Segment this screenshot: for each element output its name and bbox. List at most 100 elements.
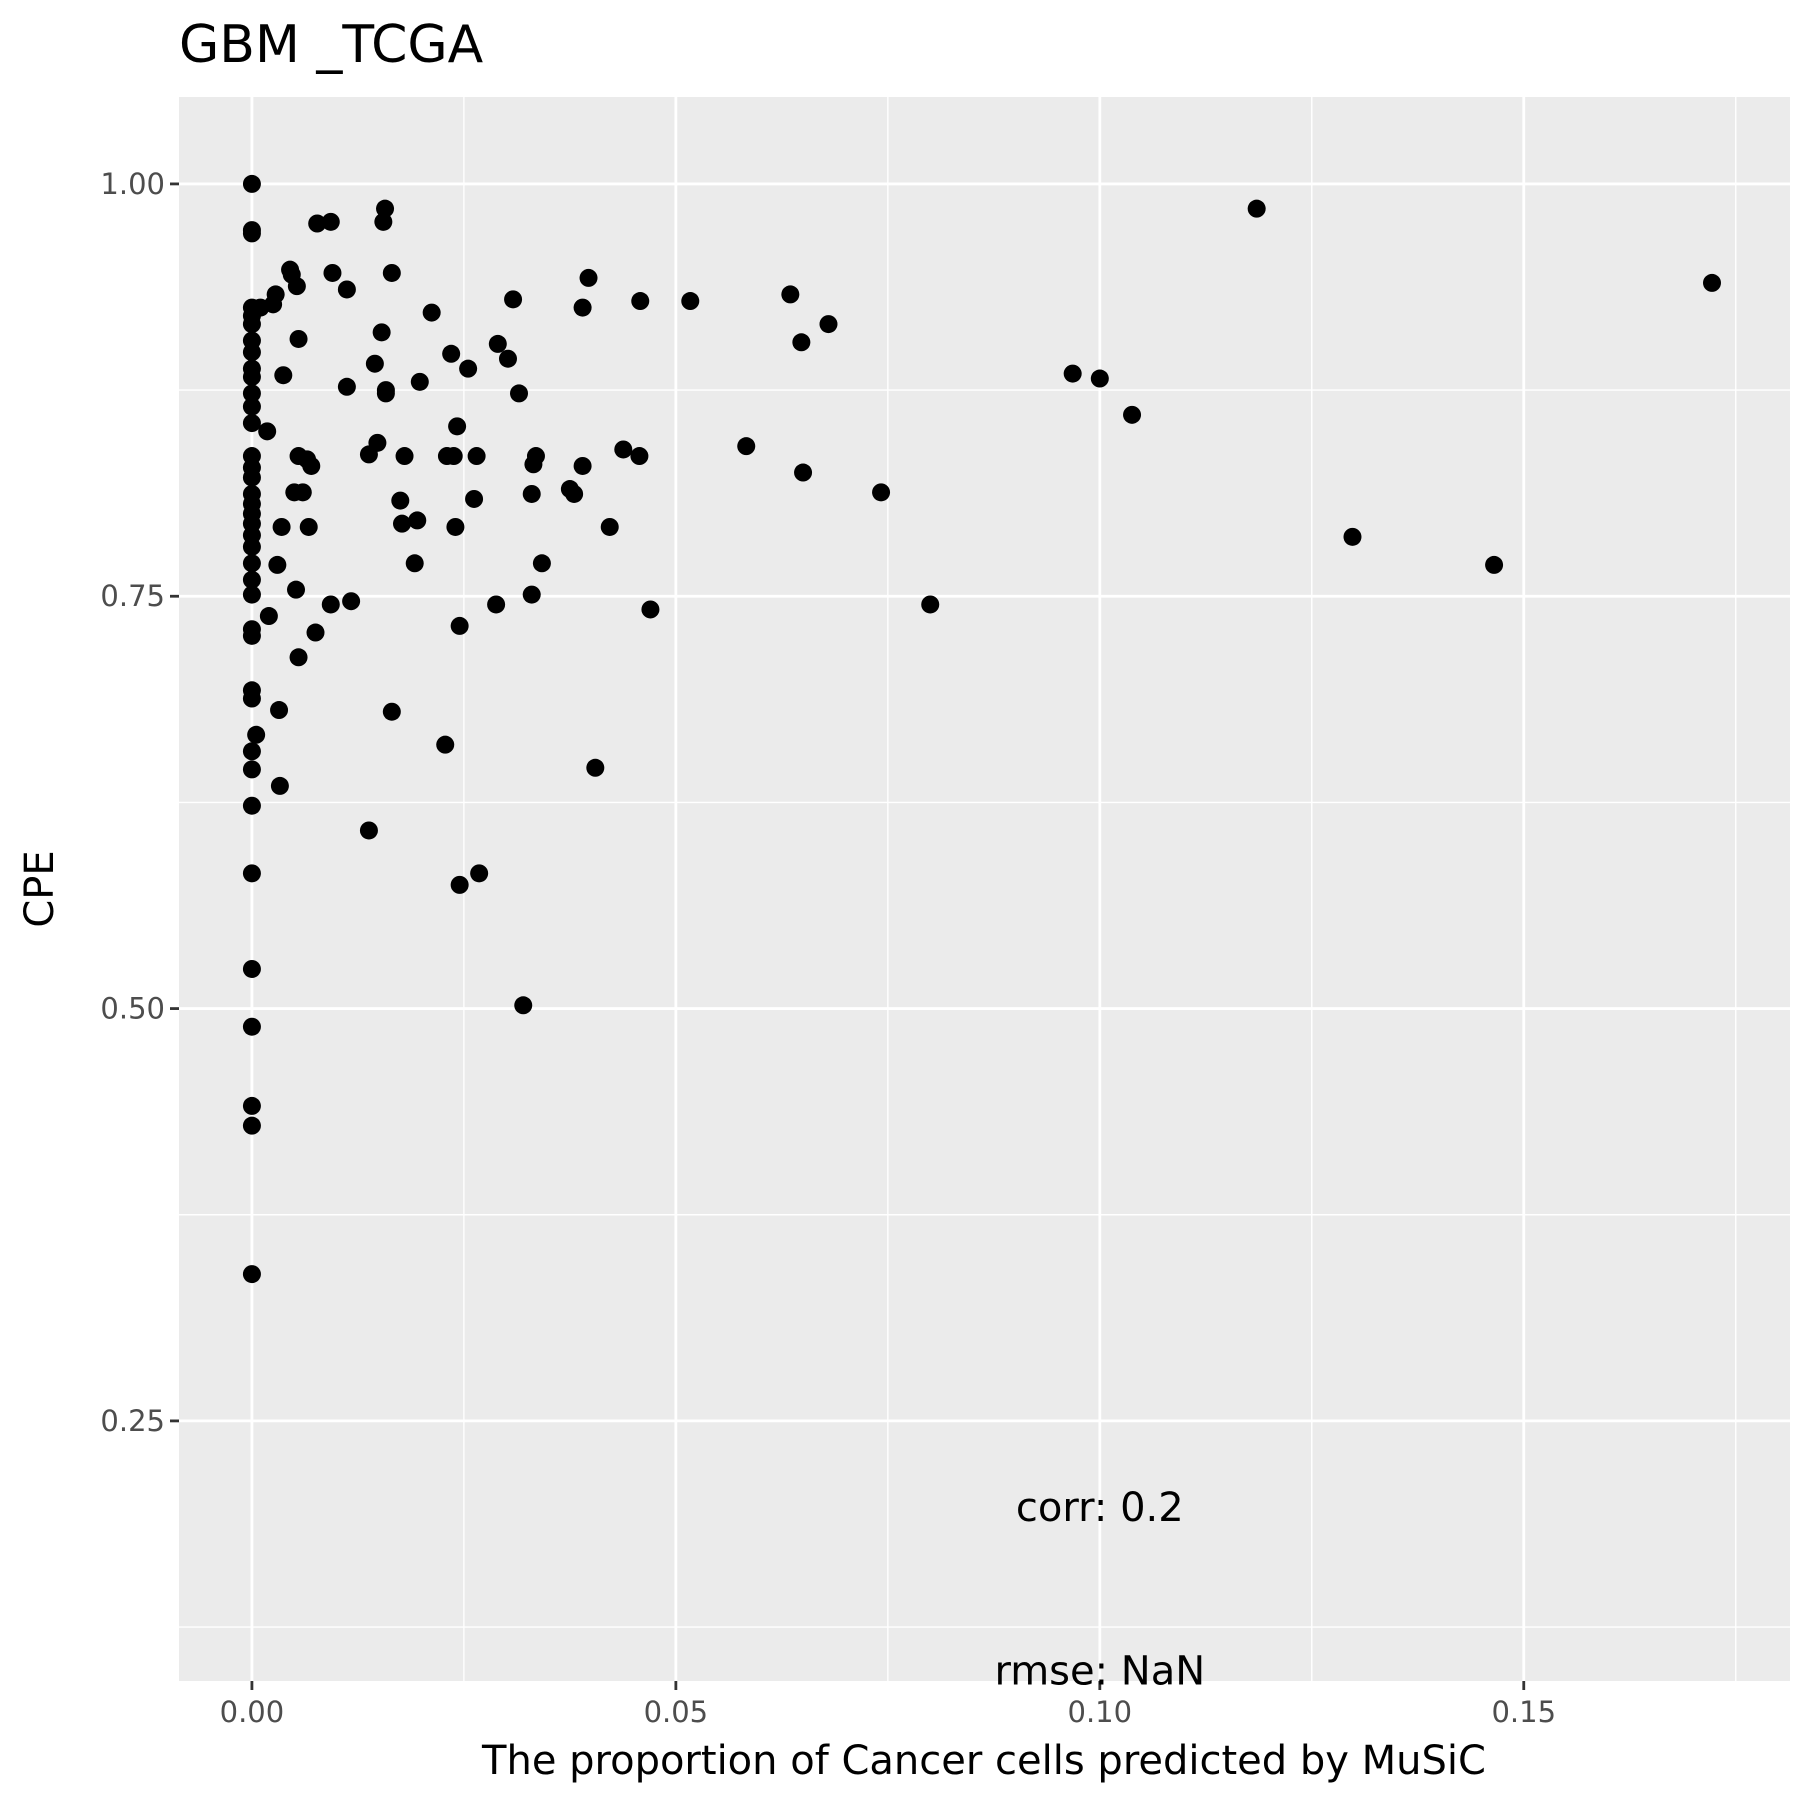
data-point — [242, 537, 261, 556]
data-point — [272, 517, 291, 536]
data-point — [1090, 369, 1109, 388]
data-point — [242, 315, 261, 334]
data-point — [242, 1116, 261, 1135]
data-point — [781, 285, 800, 304]
data-point — [1063, 364, 1082, 383]
data-point — [382, 263, 401, 282]
data-point — [498, 349, 517, 368]
data-point — [614, 440, 633, 459]
data-point — [1247, 199, 1266, 218]
data-point — [422, 303, 441, 322]
data-point — [526, 447, 545, 466]
data-point — [289, 648, 308, 667]
data-point — [410, 372, 429, 391]
data-point — [465, 489, 484, 508]
data-point — [289, 329, 308, 348]
data-point — [258, 422, 277, 441]
data-point — [573, 298, 592, 317]
data-point — [242, 343, 261, 362]
data-point — [242, 468, 261, 487]
x-tick-label: 0.10 — [1068, 1695, 1133, 1729]
chart-title: GBM _TCGA — [179, 15, 484, 75]
data-point — [259, 607, 278, 626]
y-tick-label: 1.00 — [100, 167, 165, 201]
data-point — [565, 484, 584, 503]
data-point — [450, 875, 469, 894]
data-point — [630, 447, 649, 466]
data-point — [321, 212, 340, 231]
data-point — [408, 511, 427, 530]
x-axis: 0.00 0.05 0.10 0.15 — [220, 1681, 1556, 1729]
x-tick-label: 0.05 — [644, 1695, 709, 1729]
data-point — [302, 456, 321, 475]
data-point — [372, 323, 391, 342]
data-point — [242, 570, 261, 589]
data-point — [321, 595, 340, 614]
data-points — [242, 174, 1721, 1284]
data-point — [391, 491, 410, 510]
data-point — [306, 623, 325, 642]
data-point — [242, 626, 261, 645]
data-point — [392, 514, 411, 533]
data-point — [242, 742, 261, 761]
data-point — [573, 456, 592, 475]
x-axis-title: The proportion of Cancer cells predicted… — [481, 1738, 1486, 1784]
data-point — [641, 600, 660, 619]
data-point — [242, 174, 261, 193]
data-point — [242, 384, 261, 403]
data-point — [405, 554, 424, 573]
data-point — [448, 417, 467, 436]
data-point — [287, 277, 306, 296]
data-point — [247, 725, 266, 744]
data-point — [242, 414, 261, 433]
rmse-annotation: rmse: NaN — [994, 1648, 1205, 1694]
data-point — [242, 585, 261, 604]
data-point — [242, 796, 261, 815]
data-point — [242, 959, 261, 978]
data-point — [532, 554, 551, 573]
data-point — [323, 263, 342, 282]
data-point — [488, 334, 507, 353]
x-tick-label: 0.15 — [1491, 1695, 1556, 1729]
data-point — [681, 292, 700, 311]
data-point — [1485, 555, 1504, 574]
data-point — [359, 821, 378, 840]
data-point — [287, 580, 306, 599]
data-point — [308, 214, 327, 233]
data-point — [579, 268, 598, 287]
y-axis-title: CPE — [17, 850, 63, 927]
data-point — [395, 447, 414, 466]
data-point — [504, 290, 523, 309]
x-tick-label: 0.00 — [220, 1695, 285, 1729]
plot-panel — [179, 97, 1790, 1681]
data-point — [872, 483, 891, 502]
data-point — [1123, 405, 1142, 424]
data-point — [242, 760, 261, 779]
data-point — [242, 1017, 261, 1036]
data-point — [274, 366, 293, 385]
y-tick-label: 0.50 — [100, 992, 165, 1026]
data-point — [242, 367, 261, 386]
data-point — [522, 585, 541, 604]
data-point — [522, 484, 541, 503]
data-point — [374, 212, 393, 231]
data-point — [299, 517, 318, 536]
data-point — [467, 447, 486, 466]
data-point — [382, 702, 401, 721]
data-point — [337, 377, 356, 396]
y-tick-label: 0.25 — [100, 1404, 165, 1438]
data-point — [459, 359, 478, 378]
data-point — [242, 1265, 261, 1284]
data-point — [270, 701, 289, 720]
data-point — [1702, 273, 1721, 292]
data-point — [242, 397, 261, 416]
data-point — [470, 864, 489, 883]
corr-annotation: corr: 0.2 — [1016, 1485, 1184, 1531]
data-point — [242, 554, 261, 573]
data-point — [514, 996, 533, 1015]
data-point — [1343, 527, 1362, 546]
data-point — [921, 595, 940, 614]
data-point — [268, 555, 287, 574]
data-point — [376, 384, 395, 403]
